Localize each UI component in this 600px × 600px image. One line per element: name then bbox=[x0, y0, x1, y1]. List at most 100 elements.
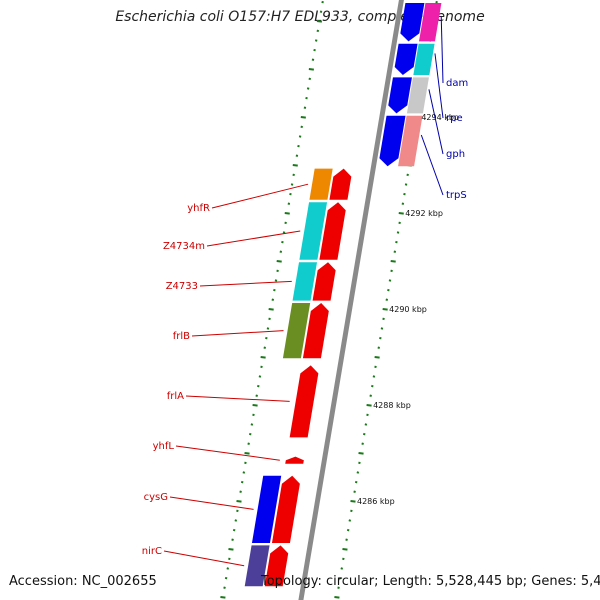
scale-tick bbox=[236, 509, 239, 513]
scale-tick bbox=[228, 548, 234, 551]
gene-label-frlB: frlB bbox=[173, 331, 190, 342]
gene-arrow-gph bbox=[388, 77, 412, 114]
scale-tick bbox=[313, 48, 316, 52]
leader-Z4733 bbox=[199, 280, 292, 287]
gene-label-rpe: rpe bbox=[446, 113, 463, 124]
scale-tick bbox=[273, 288, 276, 292]
gene-arrow-nirC bbox=[264, 545, 289, 587]
scale-tick bbox=[279, 250, 283, 253]
accession-label: Accession: NC_002655 bbox=[9, 574, 157, 589]
scale-tick bbox=[374, 356, 380, 359]
scale-label-4288: 4288 kbp bbox=[373, 401, 411, 410]
scale-tick bbox=[282, 231, 286, 234]
scale-tick bbox=[404, 183, 408, 186]
scale-tick bbox=[314, 39, 318, 42]
scale-tick bbox=[300, 125, 303, 129]
leader-yhfL bbox=[175, 445, 280, 461]
scale-tick bbox=[380, 327, 384, 330]
gene-label-gph: gph bbox=[446, 149, 465, 160]
scale-tick bbox=[242, 471, 246, 474]
scale-tick bbox=[356, 471, 360, 474]
scale-tick bbox=[257, 384, 260, 388]
scale-tick bbox=[223, 586, 226, 589]
scale-tick bbox=[276, 260, 282, 263]
scale-tick bbox=[342, 548, 348, 551]
scale-tick bbox=[403, 192, 406, 196]
gene-features bbox=[244, 3, 442, 587]
gene-label-nirC: nirC bbox=[142, 546, 162, 557]
leader-Z4734m bbox=[206, 230, 301, 247]
scale-tick bbox=[385, 298, 389, 301]
scale-tick bbox=[276, 269, 279, 273]
scale-tick bbox=[366, 413, 369, 417]
scale-tick bbox=[377, 346, 381, 349]
scale-tick bbox=[295, 154, 299, 157]
scale-tick bbox=[252, 404, 258, 407]
scale-tick bbox=[369, 394, 372, 397]
scale-label-4286: 4286 kbp bbox=[357, 497, 395, 506]
scale-tick bbox=[379, 336, 382, 340]
scale-tick bbox=[226, 567, 230, 570]
scale-tick bbox=[340, 567, 344, 570]
scale-tick bbox=[401, 202, 405, 205]
scale-tick bbox=[231, 538, 234, 541]
scale-tick bbox=[319, 10, 323, 13]
leader-dam bbox=[440, 16, 444, 84]
scale-tick bbox=[255, 394, 258, 397]
scale-tick bbox=[350, 509, 353, 513]
scale-tick bbox=[236, 500, 242, 503]
scale-tick bbox=[234, 519, 238, 522]
gene-arrow-frlB bbox=[302, 303, 329, 359]
scale-tick bbox=[281, 240, 284, 244]
scale-tick bbox=[353, 490, 356, 493]
backbone-line bbox=[298, 0, 404, 600]
scale-tick bbox=[395, 240, 398, 244]
gene-label-yhfL: yhfL bbox=[153, 441, 175, 452]
scale-tick bbox=[398, 212, 404, 215]
genome-backbone bbox=[298, 0, 404, 600]
scale-tick bbox=[220, 596, 226, 599]
scale-tick bbox=[366, 404, 372, 407]
scale-tick bbox=[287, 202, 291, 205]
scale-tick bbox=[292, 173, 295, 177]
scale-tick bbox=[316, 20, 323, 23]
scale-tick bbox=[345, 538, 348, 541]
scale-tick bbox=[398, 221, 401, 225]
leader-cysG bbox=[169, 496, 254, 510]
scale-tick bbox=[303, 106, 307, 109]
scale-tick bbox=[305, 96, 308, 100]
scale-tick bbox=[390, 269, 393, 273]
scale-tick bbox=[252, 413, 255, 417]
gene-band-cysG bbox=[251, 475, 282, 543]
scale-tick bbox=[358, 461, 361, 465]
gene-arrow-frlA bbox=[289, 365, 319, 438]
leader-nirC bbox=[163, 550, 245, 567]
topology-summary: Topology: circular; Length: 5,528,445 bp… bbox=[261, 574, 600, 589]
scale-tick bbox=[311, 58, 315, 61]
scale-label-4294: 4294 kbp bbox=[421, 113, 459, 122]
leader-rpe bbox=[434, 53, 444, 119]
scale-tick bbox=[350, 500, 356, 503]
scale-tick bbox=[247, 442, 250, 445]
scale-tick bbox=[244, 461, 247, 465]
scale-tick bbox=[321, 0, 324, 4]
scale-tick bbox=[263, 346, 267, 349]
gene-arrow-rpe bbox=[394, 43, 418, 75]
scale-tick bbox=[265, 336, 268, 340]
gene-arrow-cysG bbox=[271, 475, 300, 543]
scale-tick bbox=[297, 144, 300, 148]
scale-tick bbox=[232, 528, 236, 532]
gene-label-yhfR: yhfR bbox=[187, 203, 210, 214]
gene-band-yhfR bbox=[309, 168, 333, 200]
scale-tick bbox=[284, 221, 287, 225]
gene-arrow-trpS bbox=[379, 115, 406, 167]
scale-tick bbox=[382, 317, 385, 321]
scale-tick bbox=[306, 87, 310, 90]
gene-arrow-Z4733 bbox=[312, 262, 336, 301]
gene-band-nirC bbox=[244, 545, 270, 587]
scale-tick bbox=[240, 480, 244, 484]
scale-tick bbox=[266, 327, 270, 330]
scale-tick bbox=[362, 432, 366, 436]
gene-band-rpe bbox=[413, 43, 435, 75]
leader-trpS bbox=[420, 134, 444, 196]
